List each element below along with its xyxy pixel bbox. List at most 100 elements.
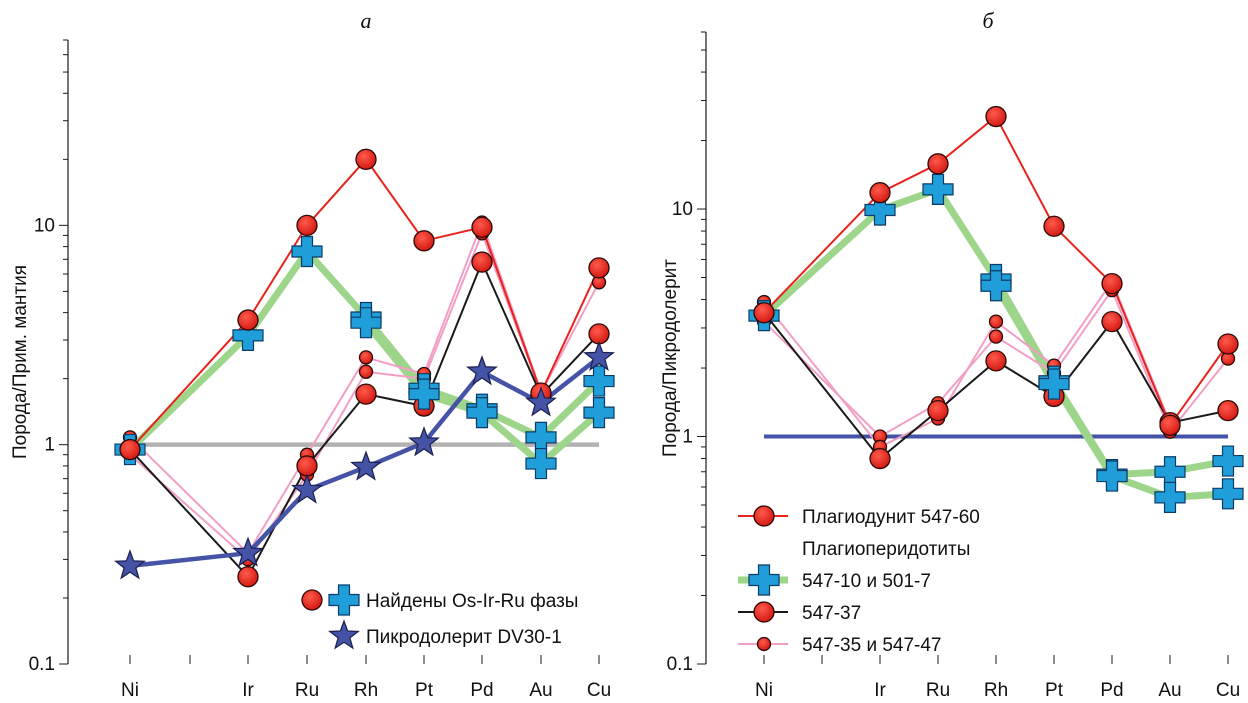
data-point-red — [1159, 414, 1181, 436]
data-point-blue — [466, 355, 498, 386]
series-line-red — [129, 158, 600, 451]
data-point-black — [985, 350, 1007, 372]
x-tick-label: Rh — [984, 680, 1008, 701]
data-point-green2 — [1096, 460, 1128, 492]
panel-letter: а — [361, 8, 372, 33]
x-tick-label: Cu — [1216, 680, 1240, 701]
legend-label: Плагиодунит 547-60 — [802, 507, 980, 528]
data-point-green2 — [466, 397, 498, 429]
data-point-blue — [232, 536, 264, 567]
data-point-black — [471, 251, 493, 273]
y-axis-label: Порода/Прим. мантия — [10, 265, 31, 459]
series-line-red — [763, 115, 1229, 427]
x-tick-label: Au — [529, 680, 552, 701]
data-point-green2 — [408, 378, 440, 410]
data-point-green1 — [583, 365, 615, 397]
data-point-blue — [525, 386, 557, 417]
data-point-blue — [408, 426, 440, 457]
data-point-green2 — [583, 397, 615, 429]
legend-marker-cross — [748, 564, 780, 596]
x-tick-label: Ir — [874, 680, 886, 701]
legend-marker-circle — [301, 589, 323, 611]
y-tick-label: 10 — [672, 199, 693, 220]
x-tick-label: Cu — [587, 680, 611, 701]
y-tick-label: 10 — [34, 215, 55, 236]
y-tick-label: 0.1 — [29, 654, 55, 675]
data-point-black — [237, 566, 259, 588]
series-line-pink1 — [763, 289, 1229, 438]
data-point-red — [296, 214, 318, 237]
data-point-red — [1043, 215, 1065, 237]
data-point-blue — [291, 473, 323, 504]
chart-panel-a: а 0.1 1 10 Порода/Прим. мантия Ni Ir Ru Rh Pt Pd Au… — [10, 8, 615, 701]
data-point-red — [1101, 272, 1123, 295]
legend-marker-circle — [753, 601, 775, 623]
data-point-red — [237, 309, 259, 331]
legend-label: 547-35 и 547-47 — [802, 635, 942, 656]
chart-panel-b: б 0.1 1 10 Порода/Пикродолерит Ni Ir Ru Rh Pt Pd Au… — [660, 8, 1244, 701]
data-point-green1 — [232, 319, 264, 351]
y-axis-label: Порода/Пикродолерит — [660, 259, 681, 457]
series-line-black — [129, 261, 600, 578]
data-point-black — [1217, 399, 1239, 422]
x-tick-label: Ru — [926, 680, 950, 701]
data-point-green2 — [525, 447, 557, 480]
data-point-black — [927, 399, 949, 422]
data-point-red — [588, 257, 610, 279]
x-tick-label: Ni — [755, 680, 773, 701]
data-point-red — [413, 230, 435, 252]
panel-letter: б — [982, 8, 994, 33]
legend-marker-cross — [328, 584, 360, 616]
x-tick-label: Ru — [295, 680, 319, 701]
x-tick-label: Ni — [121, 680, 139, 701]
x-tick-label: Pt — [415, 680, 434, 701]
data-point-blue — [114, 549, 146, 580]
data-point-black — [355, 383, 377, 405]
data-point-black — [296, 455, 318, 477]
data-point-red — [927, 153, 949, 175]
data-point-pink1 — [358, 364, 374, 379]
legend-label: Пикродолерит DV30-1 — [366, 627, 562, 648]
data-point-green2 — [1212, 478, 1244, 510]
x-tick-label: Pd — [470, 680, 493, 701]
data-point-red — [1217, 333, 1239, 355]
legend-marker-star — [328, 619, 360, 650]
legend-label: 547-10 и 501-7 — [802, 571, 931, 592]
y-tick-label: 1 — [682, 427, 693, 448]
x-tick-label: Pd — [1100, 680, 1123, 701]
data-point-red — [119, 438, 141, 461]
data-point-green1 — [922, 173, 954, 205]
data-point-green2 — [1038, 368, 1070, 400]
data-point-red — [355, 148, 377, 170]
data-point-green2 — [980, 270, 1012, 302]
data-point-green1 — [864, 194, 896, 226]
legend-marker-circle-small — [756, 636, 772, 652]
y-tick-label: 1 — [44, 435, 55, 456]
series-line-pink2 — [763, 280, 1171, 448]
data-point-blue — [350, 450, 382, 481]
x-tick-label: Au — [1158, 680, 1181, 701]
data-point-black — [869, 447, 891, 470]
x-tick-label: Ir — [242, 680, 254, 701]
legend-label: Найдены Os-Ir-Ru фазы — [366, 591, 578, 612]
data-point-green1 — [291, 235, 323, 268]
data-point-red — [869, 182, 891, 204]
legend-label: 547-37 — [802, 603, 861, 624]
data-point-pink2 — [358, 350, 374, 365]
data-point-green2 — [1154, 481, 1186, 513]
data-point-green2 — [350, 307, 382, 339]
x-tick-label: Pt — [1045, 680, 1064, 701]
data-point-blue — [583, 340, 615, 371]
data-point-black — [1101, 310, 1123, 333]
y-tick-label: 0.1 — [667, 654, 693, 675]
x-tick-label: Rh — [354, 680, 378, 701]
data-point-red — [985, 105, 1007, 128]
data-point-red — [753, 302, 775, 324]
data-point-pink1 — [988, 329, 1004, 344]
data-point-red — [471, 216, 493, 238]
series-line-black — [763, 311, 1229, 460]
data-point-pink2 — [988, 314, 1004, 329]
legend-label: Плагиоперидотиты — [802, 539, 970, 560]
data-point-green1 — [1212, 445, 1244, 477]
